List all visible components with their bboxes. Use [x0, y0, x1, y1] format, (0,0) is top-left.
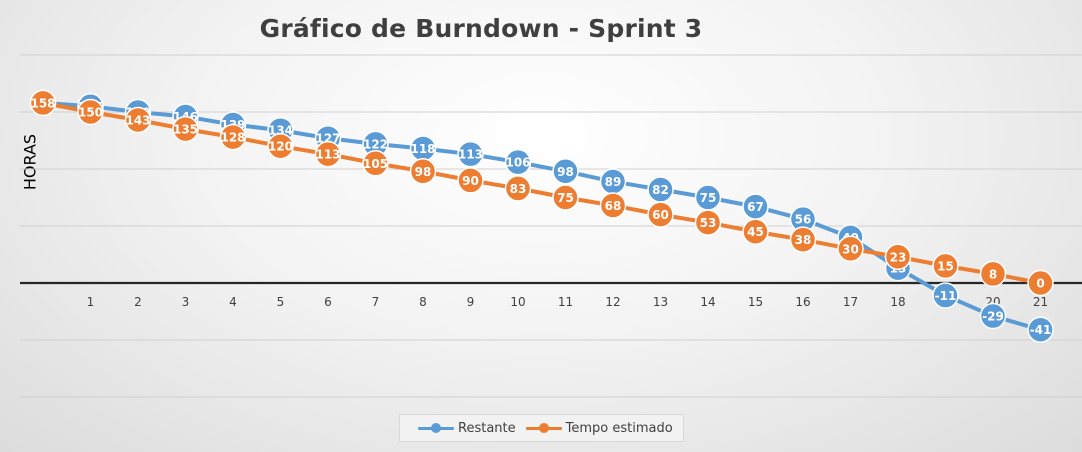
data-point-tempo-estimado	[742, 218, 769, 245]
data-point-restante	[932, 282, 959, 309]
data-label-tempo-estimado: 38	[795, 233, 812, 247]
data-label-tempo-estimado: 135	[173, 123, 198, 137]
data-label-restante: 118	[410, 142, 435, 156]
data-label-tempo-estimado: 113	[315, 148, 340, 162]
data-point-tempo-estimado	[362, 150, 389, 177]
x-tick-label: 1	[87, 295, 95, 309]
data-label-tempo-estimado: 0	[1036, 277, 1044, 291]
data-point-tempo-estimado	[694, 209, 722, 236]
data-label-restante: 67	[747, 200, 764, 214]
x-tick-label: 3	[182, 295, 190, 309]
legend-swatch-restante	[418, 423, 454, 433]
data-point-tempo-estimado	[504, 175, 532, 202]
x-tick-label: 6	[324, 295, 332, 309]
data-label-restante: 98	[557, 165, 574, 179]
data-point-tempo-estimado	[457, 167, 484, 194]
legend-item-tempo-estimado: Tempo estimado	[525, 420, 673, 436]
data-label-tempo-estimado: 53	[700, 216, 717, 230]
x-tick-label: 2	[134, 295, 142, 309]
x-tick-label: 5	[277, 295, 285, 309]
data-point-tempo-estimado	[789, 226, 817, 253]
data-point-tempo-estimado	[552, 184, 579, 211]
x-tick-label: 13	[653, 295, 668, 309]
data-point-tempo-estimado	[172, 115, 199, 143]
data-label-tempo-estimado: 75	[557, 191, 574, 205]
data-point-tempo-estimado	[267, 132, 294, 160]
data-point-restante	[504, 148, 532, 176]
x-tick-label: 15	[748, 295, 763, 309]
data-point-tempo-estimado	[1027, 269, 1054, 297]
data-label-tempo-estimado: 30	[842, 242, 859, 256]
data-label-tempo-estimado: 60	[652, 208, 669, 222]
data-point-restante	[457, 140, 484, 168]
data-label-tempo-estimado: 105	[363, 157, 388, 171]
data-point-tempo-estimado	[219, 123, 247, 151]
series-line-tempo-estimado	[41, 100, 1043, 285]
data-label-tempo-estimado: 150	[78, 106, 103, 120]
data-label-tempo-estimado: 90	[462, 174, 479, 188]
data-point-tempo-estimado	[932, 252, 959, 280]
data-label-tempo-estimado: 128	[220, 131, 245, 145]
data-point-tempo-estimado	[837, 235, 864, 263]
data-label-tempo-estimado: 120	[268, 140, 293, 154]
data-label-restante: -41	[1030, 323, 1052, 337]
data-point-tempo-estimado	[979, 260, 1007, 288]
data-label-restante: 89	[605, 175, 622, 189]
data-label-tempo-estimado: 23	[890, 250, 907, 264]
x-tick-label: 16	[795, 295, 810, 309]
data-label-tempo-estimado: 158	[30, 96, 55, 110]
data-point-tempo-estimado	[124, 106, 152, 134]
data-label-tempo-estimado: 15	[937, 259, 954, 273]
data-label-restante: -29	[982, 310, 1004, 324]
data-point-tempo-estimado	[599, 192, 627, 219]
legend-swatch-tempo-estimado	[525, 423, 562, 433]
data-point-restante	[552, 158, 579, 185]
x-tick-label: 9	[467, 295, 475, 309]
data-point-tempo-estimado	[409, 158, 437, 185]
data-point-tempo-estimado	[884, 243, 912, 271]
data-point-restante	[979, 302, 1007, 330]
data-point-restante	[1027, 316, 1054, 343]
data-label-restante: 75	[700, 191, 717, 205]
data-label-restante: 106	[505, 156, 530, 170]
data-label-restante: 122	[363, 137, 388, 151]
chart-title: Gráfico de Burndown - Sprint 3	[259, 14, 703, 43]
data-label-restante: 134	[268, 124, 293, 138]
data-label-restante: 113	[458, 148, 483, 162]
data-label-tempo-estimado: 68	[605, 199, 622, 213]
data-label-restante: 82	[652, 183, 669, 197]
x-tick-label: 17	[843, 295, 858, 309]
x-tick-label: 7	[372, 295, 380, 309]
legend-item-restante: Restante	[418, 421, 516, 436]
legend-label-tempo-estimado: Tempo estimado	[565, 420, 673, 436]
data-point-tempo-estimado	[314, 140, 342, 168]
x-tick-label: 8	[419, 295, 427, 309]
data-label-tempo-estimado: 8	[989, 267, 997, 281]
data-point-tempo-estimado	[647, 201, 674, 228]
legend: Restante Tempo estimado	[399, 414, 684, 442]
data-label-tempo-estimado: 143	[125, 113, 150, 127]
data-label-restante: 56	[795, 213, 812, 227]
x-tick-label: 12	[605, 295, 620, 309]
data-label-tempo-estimado: 98	[415, 165, 432, 179]
x-tick-label: 14	[700, 295, 715, 309]
x-tick-label: 21	[1033, 295, 1048, 309]
x-tick-label: 18	[890, 295, 905, 309]
data-label-tempo-estimado: 83	[510, 182, 527, 196]
data-label-restante: -11	[935, 289, 957, 303]
data-point-tempo-estimado	[77, 98, 104, 126]
x-tick-label: 11	[558, 295, 573, 309]
legend-label-restante: Restante	[458, 420, 516, 436]
data-label-tempo-estimado: 45	[747, 225, 764, 239]
data-label-restante: 127	[315, 132, 340, 146]
x-tick-label: 4	[229, 295, 237, 309]
data-point-tempo-estimado	[29, 89, 57, 117]
x-tick-label: 10	[510, 295, 525, 309]
